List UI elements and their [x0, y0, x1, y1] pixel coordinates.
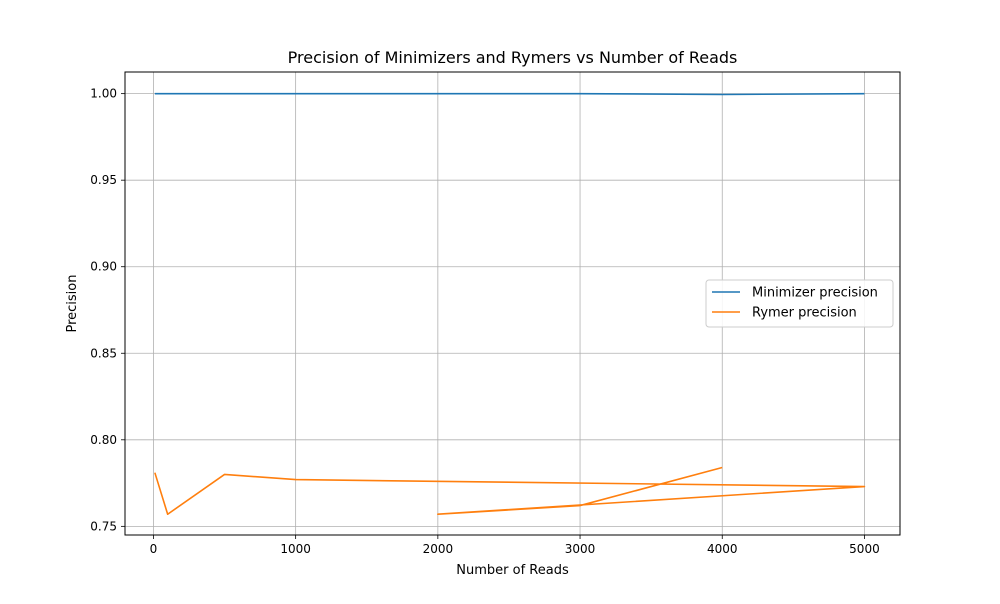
series-layer [154, 92, 866, 516]
legend-label-2: Rymer precision [752, 306, 857, 321]
y-tick-label: 0.95 [90, 173, 117, 187]
x-tick-label: 4000 [707, 542, 738, 556]
legend-box [705, 279, 894, 328]
plot-frame [124, 71, 901, 536]
ticks-layer: 0 1000 2000 3000 4000 5000 0.75 0.80 0.85 0.90 0.9… [90, 87, 879, 556]
series-line-2 [154, 466, 866, 516]
y-tick-label: 0.90 [90, 260, 117, 274]
x-tick-label: 3000 [565, 542, 596, 556]
x-axis-label: Number of Reads [456, 563, 569, 578]
y-tick-label: 0.85 [90, 346, 117, 360]
y-tick-label: 1.00 [90, 87, 117, 101]
x-tick-label: 2000 [423, 542, 454, 556]
y-tick-label: 0.80 [90, 433, 117, 447]
x-tick-label: 1000 [280, 542, 311, 556]
y-tick-label: 0.75 [90, 519, 117, 533]
series-line-1 [154, 92, 865, 96]
legend: Minimizer precision Rymer precision [705, 279, 894, 328]
y-axis-label: Precision [65, 274, 80, 332]
x-tick-label: 5000 [849, 542, 880, 556]
chart-title: Precision of Minimizers and Rymers vs Nu… [288, 48, 738, 67]
x-tick-label: 0 [150, 542, 158, 556]
grid-layer [125, 72, 900, 535]
legend-label-1: Minimizer precision [752, 286, 878, 301]
